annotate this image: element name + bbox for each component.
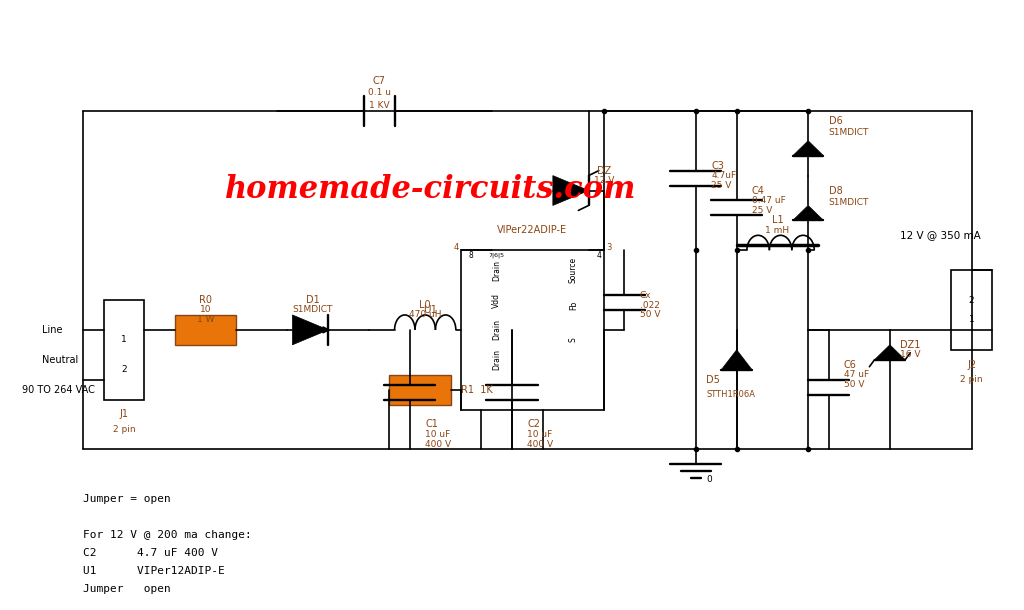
Text: 470 uH: 470 uH	[409, 310, 441, 320]
Text: 0: 0	[706, 475, 712, 484]
Text: 12 V @ 350 mA: 12 V @ 350 mA	[900, 231, 981, 240]
Text: Drain: Drain	[493, 350, 501, 370]
Text: Cx: Cx	[640, 290, 651, 300]
Text: 4.7uF: 4.7uF	[711, 171, 736, 180]
Text: C4: C4	[752, 185, 765, 196]
Text: 8: 8	[469, 251, 473, 260]
Bar	[175, 315, 237, 345]
Text: Vdd: Vdd	[493, 293, 501, 307]
Polygon shape	[874, 345, 905, 360]
Text: J1: J1	[120, 409, 128, 420]
Text: homemade-circuits.com: homemade-circuits.com	[224, 174, 636, 205]
Text: C3: C3	[711, 160, 724, 171]
Text: 4: 4	[596, 251, 601, 260]
Text: DZ1: DZ1	[900, 340, 921, 350]
Text: 25 V: 25 V	[752, 206, 772, 215]
Bar	[951, 270, 992, 350]
Polygon shape	[721, 350, 752, 370]
Text: 16 V: 16 V	[900, 350, 921, 359]
Text: Fb: Fb	[568, 300, 578, 310]
Bar	[389, 375, 451, 404]
Text: D1: D1	[306, 295, 319, 305]
Text: 1 mH: 1 mH	[766, 226, 790, 235]
Text: C1: C1	[425, 420, 438, 429]
Text: 2 pin: 2 pin	[961, 375, 983, 384]
Text: C2: C2	[527, 420, 541, 429]
Text: S: S	[568, 337, 578, 342]
Text: S1MDICT: S1MDICT	[828, 128, 869, 137]
Text: S1MDICT: S1MDICT	[293, 306, 333, 315]
Text: 90 TO 264 VAC: 90 TO 264 VAC	[22, 385, 94, 395]
Polygon shape	[293, 315, 328, 345]
Text: 25 V: 25 V	[711, 181, 731, 190]
Bar	[461, 250, 604, 409]
Text: J2: J2	[967, 360, 976, 370]
Text: 50 V: 50 V	[844, 380, 864, 389]
Text: 3: 3	[606, 243, 611, 252]
Text: 7|6|5: 7|6|5	[488, 253, 505, 258]
Text: Drain: Drain	[493, 260, 501, 281]
Text: 0.47 uF: 0.47 uF	[752, 196, 785, 205]
Text: VIPer22ADIP-E: VIPer22ADIP-E	[498, 225, 567, 235]
Text: S1MDICT: S1MDICT	[828, 198, 869, 207]
Text: R0: R0	[199, 295, 212, 305]
Text: D6: D6	[828, 116, 843, 126]
Polygon shape	[793, 141, 823, 156]
Text: 400 V: 400 V	[425, 440, 452, 449]
Text: C6: C6	[844, 360, 857, 370]
Text: Line: Line	[42, 325, 62, 335]
Text: Neutral: Neutral	[42, 355, 79, 365]
Text: 0.1 u: 0.1 u	[368, 88, 391, 98]
Text: Jumper   open: Jumper open	[83, 584, 171, 594]
Text: Source: Source	[568, 257, 578, 283]
Text: U1: U1	[423, 305, 437, 315]
Text: 2: 2	[969, 295, 975, 304]
Text: .022: .022	[640, 301, 659, 309]
Text: 47 uF: 47 uF	[844, 370, 869, 379]
Text: 2 pin: 2 pin	[113, 425, 135, 434]
Text: Jumper = open: Jumper = open	[83, 494, 171, 504]
Text: 12 V: 12 V	[594, 176, 614, 185]
Bar	[103, 300, 144, 400]
Text: U1      VIPer12ADIP-E: U1 VIPer12ADIP-E	[83, 566, 225, 576]
Text: 50 V: 50 V	[640, 310, 660, 320]
Text: 4: 4	[454, 243, 459, 252]
Text: L1: L1	[772, 215, 783, 225]
Text: 2: 2	[121, 365, 127, 374]
Text: L0: L0	[420, 300, 431, 310]
Text: C2      4.7 uF 400 V: C2 4.7 uF 400 V	[83, 548, 218, 558]
Text: 10: 10	[200, 306, 211, 315]
Text: 10 uF: 10 uF	[527, 430, 553, 439]
Text: 400 V: 400 V	[527, 440, 553, 449]
Text: STTH1R06A: STTH1R06A	[706, 390, 755, 399]
Text: D8: D8	[828, 185, 843, 196]
Text: 1 W: 1 W	[197, 315, 214, 325]
Text: For 12 V @ 200 ma change:: For 12 V @ 200 ma change:	[83, 530, 252, 540]
Text: D5: D5	[706, 375, 720, 385]
Polygon shape	[553, 176, 589, 206]
Text: Drain: Drain	[493, 320, 501, 340]
Text: 10 uF: 10 uF	[425, 430, 451, 439]
Text: C7: C7	[373, 76, 386, 86]
Polygon shape	[793, 206, 823, 220]
Text: 1: 1	[121, 336, 127, 344]
Text: DZ: DZ	[597, 165, 611, 176]
Text: R1  1K: R1 1K	[461, 385, 493, 395]
Text: 1: 1	[969, 315, 975, 325]
Text: 1 KV: 1 KV	[369, 101, 389, 110]
